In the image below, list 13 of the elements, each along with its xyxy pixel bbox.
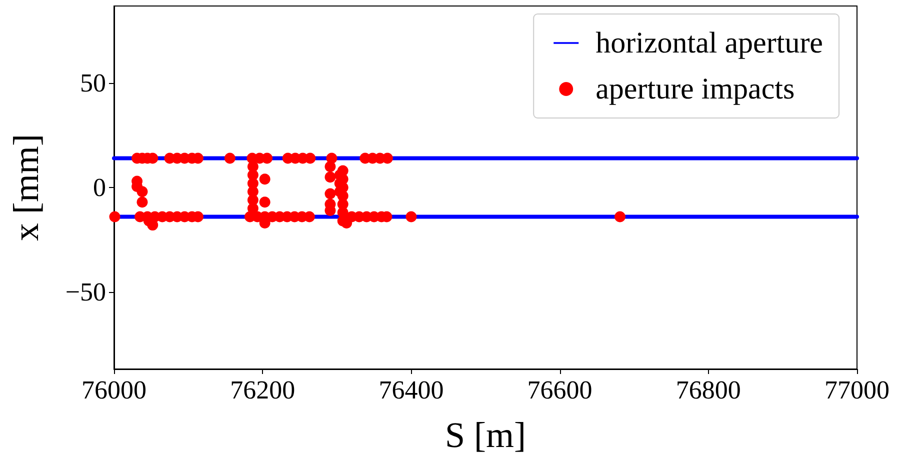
legend-label: horizontal aperture (596, 26, 824, 60)
x-tick-label: 76400 (378, 376, 444, 404)
x-tick-label: 76000 (82, 376, 146, 404)
x-tick-label: 77000 (824, 376, 890, 404)
legend-label: aperture impacts (596, 72, 795, 106)
y-tick-label: −50 (65, 277, 106, 306)
x-tick-label: 76600 (527, 376, 592, 404)
y-tick-label: 50 (80, 68, 106, 98)
x-tick-label: 76200 (230, 376, 296, 404)
y-axis-title: x [mm] (6, 134, 46, 241)
y-tick-label: 0 (93, 173, 106, 202)
x-tick-label: 76800 (676, 376, 741, 404)
x-axis-title: S [m] (445, 415, 526, 455)
